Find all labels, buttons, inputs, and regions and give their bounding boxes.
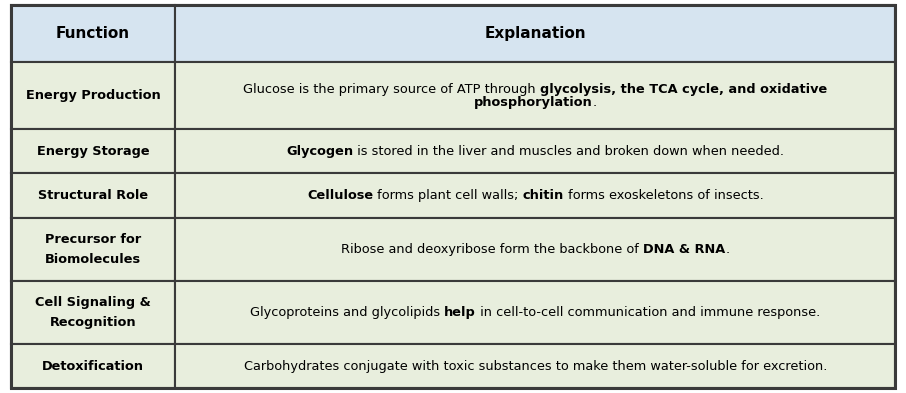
Text: .: . [726,243,729,256]
Text: forms exoskeletons of insects.: forms exoskeletons of insects. [564,189,764,202]
Bar [11,218,176,281]
Bar [11,62,176,129]
Text: Glycogen: Glycogen [286,145,353,158]
Text: Structural Role: Structural Role [38,189,149,202]
Bar [176,281,895,344]
Text: DNA & RNA: DNA & RNA [643,243,726,256]
Text: Precursor for
Biomolecules: Precursor for Biomolecules [45,233,141,266]
Bar [176,344,895,388]
Bar [176,5,895,62]
Bar [11,173,176,218]
Text: Energy Production: Energy Production [25,89,160,102]
Text: Carbohydrates conjugate with toxic substances to make them water-soluble for exc: Carbohydrates conjugate with toxic subst… [244,360,827,373]
Text: Ribose and deoxyribose form the backbone of: Ribose and deoxyribose form the backbone… [341,243,643,256]
Text: .: . [593,95,597,108]
Text: Detoxification: Detoxification [42,360,144,373]
Bar [176,218,895,281]
Text: Explanation: Explanation [485,26,586,41]
Text: Function: Function [56,26,130,41]
Text: Glycoproteins and glycolipids: Glycoproteins and glycolipids [250,306,444,319]
Bar [11,129,176,173]
Text: in cell-to-cell communication and immune response.: in cell-to-cell communication and immune… [477,306,820,319]
Text: Cell Signaling &
Recognition: Cell Signaling & Recognition [35,296,151,329]
Text: phosphorylation: phosphorylation [474,95,593,108]
Text: Glucose is the primary source of ATP through: Glucose is the primary source of ATP thr… [243,83,540,95]
Bar [176,129,895,173]
Bar [176,173,895,218]
Text: forms plant cell walls;: forms plant cell walls; [373,189,523,202]
Bar [11,344,176,388]
Text: is stored in the liver and muscles and broken down when needed.: is stored in the liver and muscles and b… [353,145,785,158]
Text: Cellulose: Cellulose [307,189,373,202]
Bar [11,281,176,344]
Text: Energy Storage: Energy Storage [37,145,149,158]
Text: chitin: chitin [523,189,564,202]
Text: help: help [444,306,477,319]
Bar [11,5,176,62]
Bar [176,62,895,129]
Text: glycolysis, the TCA cycle, and oxidative: glycolysis, the TCA cycle, and oxidative [540,83,827,95]
